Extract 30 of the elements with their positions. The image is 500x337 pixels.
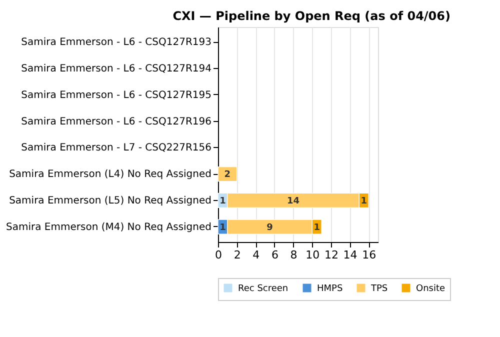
y-tick-label: Samira Emmerson (L5) No Req Assigned (9, 195, 212, 206)
x-tick-label: 12 (324, 248, 338, 262)
legend-label: Rec Screen (238, 284, 288, 294)
data-label: 2 (224, 170, 231, 180)
data-label: 9 (266, 222, 273, 233)
x-tick-label: 2 (234, 248, 241, 262)
x-tick-label: 14 (343, 248, 358, 262)
legend-label: TPS (370, 284, 388, 294)
data-label: 1 (360, 196, 368, 206)
legend-label: HMPS (317, 284, 343, 294)
y-tick-label: Samira Emmerson (L4) No Req Assigned (9, 169, 212, 180)
y-tick-label: Samira Emmerson - L6 - CSQ127R193 (21, 37, 212, 48)
chart-title: CXI — Pipeline by Open Req (as of 04/06) (172, 9, 450, 23)
x-tick-label: 8 (290, 248, 298, 262)
x-tick-label: 6 (271, 248, 278, 262)
y-tick-label: Samira Emmerson - L7 - CSQ227R156 (21, 142, 212, 154)
y-tick-label: Samira Emmerson - L6 - CSQ127R196 (21, 116, 212, 128)
y-tick-label: Samira Emmerson - L6 - CSQ127R195 (21, 90, 212, 101)
data-label: 1 (314, 222, 320, 233)
data-label: 14 (287, 196, 300, 206)
x-tick-label: 10 (306, 248, 320, 262)
y-tick-label: Samira Emmerson - L6 - CSQ127R194 (21, 64, 212, 75)
bar (218, 166, 238, 182)
data-label: 1 (220, 222, 226, 233)
y-tick-label: Samira Emmerson (M4) No Req Assigned (6, 222, 212, 233)
data-label: 1 (220, 196, 226, 206)
x-tick-label: 0 (215, 248, 222, 262)
legend-label: Onsite (416, 284, 446, 294)
x-tick-label: 16 (362, 248, 376, 262)
x-tick-label: 4 (252, 248, 260, 262)
